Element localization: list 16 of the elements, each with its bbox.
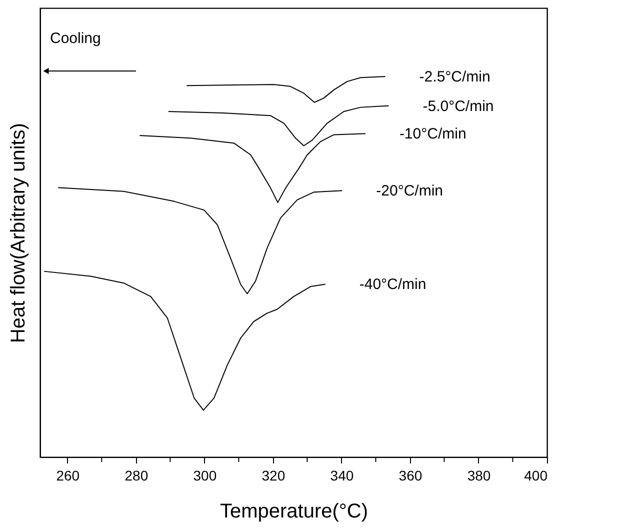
text: -40°C/min bbox=[359, 276, 426, 294]
x-tick-label: 340 bbox=[330, 468, 354, 484]
y-axis-title: Heat flow(Arbitrary units) bbox=[8, 122, 30, 344]
x-tick-label: 300 bbox=[193, 468, 217, 484]
text: Cooling bbox=[50, 30, 101, 47]
x-axis-title: Temperature(°C) bbox=[220, 500, 368, 522]
x-tick-label: 380 bbox=[467, 468, 491, 484]
x-tick-label: 280 bbox=[124, 468, 148, 484]
text: -5.0°C/min bbox=[422, 98, 494, 115]
text: -10°C/min bbox=[399, 126, 466, 143]
x-tick-label: 320 bbox=[262, 468, 286, 484]
text: -2.5°C/min bbox=[419, 68, 490, 86]
x-tick-label: 360 bbox=[398, 468, 422, 484]
x-tick-label: 400 bbox=[524, 468, 548, 484]
x-tick-label: 260 bbox=[56, 468, 80, 484]
text: -20°C/min bbox=[376, 182, 444, 200]
